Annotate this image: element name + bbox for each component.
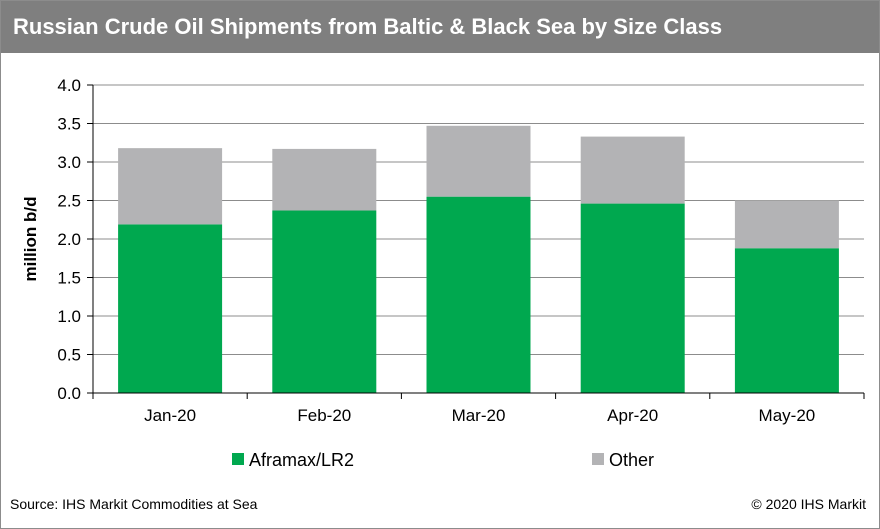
- legend-label: Aframax/LR2: [249, 450, 354, 470]
- chart-title: Russian Crude Oil Shipments from Baltic …: [13, 14, 723, 39]
- x-tick-label: Feb-20: [297, 406, 351, 425]
- bar-aframax: [580, 203, 685, 393]
- x-tick-label: May-20: [759, 406, 816, 425]
- bar-other: [426, 125, 531, 197]
- y-tick-label: 3.0: [57, 153, 81, 172]
- legend-label: Other: [609, 450, 654, 470]
- copyright-note: © 2020 IHS Markit: [751, 496, 866, 512]
- bar-other: [580, 136, 685, 204]
- bar-aframax: [272, 210, 377, 393]
- y-tick-label: 1.5: [57, 269, 81, 288]
- y-tick-label: 3.5: [57, 115, 81, 134]
- title-bar: Russian Crude Oil Shipments from Baltic …: [1, 1, 879, 53]
- y-axis-title: million b/d: [21, 197, 40, 282]
- x-tick-label: Jan-20: [144, 406, 196, 425]
- y-tick-label: 1.0: [57, 307, 81, 326]
- x-tick-label: Apr-20: [607, 406, 658, 425]
- y-tick-label: 0.5: [57, 346, 81, 365]
- legend-swatch: [232, 453, 244, 465]
- source-note: Source: IHS Markit Commodities at Sea: [10, 496, 258, 512]
- y-tick-label: 4.0: [57, 76, 81, 95]
- bar-aframax: [734, 248, 839, 393]
- bar-other: [734, 200, 839, 249]
- legend-swatch: [592, 453, 604, 465]
- x-tick-label: Mar-20: [452, 406, 506, 425]
- bar-aframax: [118, 224, 223, 393]
- y-tick-label: 2.0: [57, 230, 81, 249]
- bar-aframax: [426, 196, 531, 393]
- bar-other: [272, 148, 377, 211]
- y-tick-label: 0.0: [57, 384, 81, 403]
- y-tick-label: 2.5: [57, 192, 81, 211]
- bar-other: [118, 148, 223, 225]
